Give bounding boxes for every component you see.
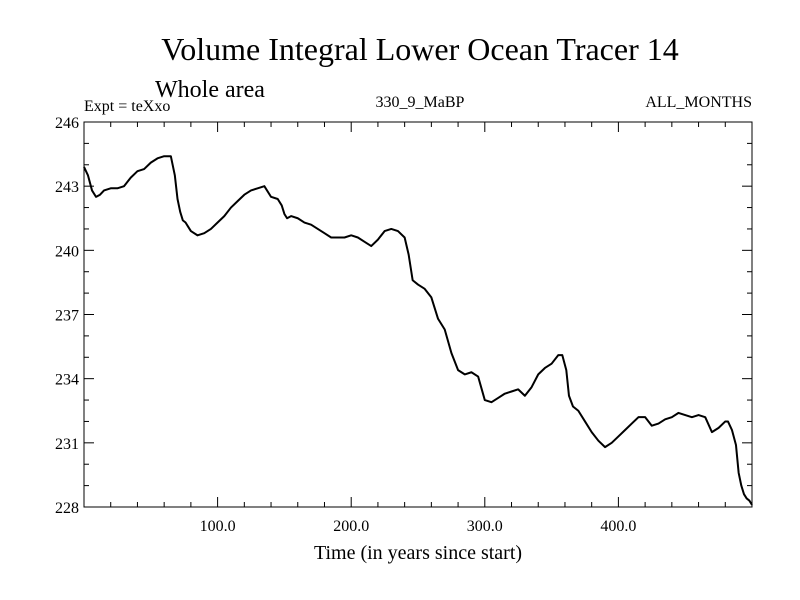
x-tick-label: 200.0 xyxy=(333,518,369,535)
chart-title: Volume Integral Lower Ocean Tracer 14 xyxy=(161,31,678,67)
months-label: ALL_MONTHS xyxy=(645,94,752,111)
y-axis-ticks xyxy=(84,121,752,508)
x-tick-label: 300.0 xyxy=(467,518,503,535)
y-tick-label: 240 xyxy=(55,243,79,260)
x-axis-ticks xyxy=(83,122,753,507)
x-tick-label: 100.0 xyxy=(200,518,236,535)
x-axis-label: Time (in years since start) xyxy=(314,542,522,564)
x-tick-label: 400.0 xyxy=(600,518,636,535)
period-label: 330_9_MaBP xyxy=(376,94,465,111)
data-line xyxy=(83,155,753,506)
y-tick-label: 234 xyxy=(55,372,79,389)
y-tick-label: 246 xyxy=(55,115,79,132)
experiment-label: Expt = teXxo xyxy=(84,98,170,115)
plot-frame xyxy=(83,121,753,508)
y-tick-label: 228 xyxy=(55,500,79,517)
chart-subtitle: Whole area xyxy=(155,77,265,103)
y-tick-label: 243 xyxy=(55,179,79,196)
y-tick-label: 231 xyxy=(55,436,79,453)
y-axis-tick-labels: 228 231 234 237 240 243 246 xyxy=(55,115,79,517)
y-tick-label: 237 xyxy=(55,308,79,325)
x-axis-tick-labels: 100.0 200.0 300.0 400.0 xyxy=(200,518,637,535)
